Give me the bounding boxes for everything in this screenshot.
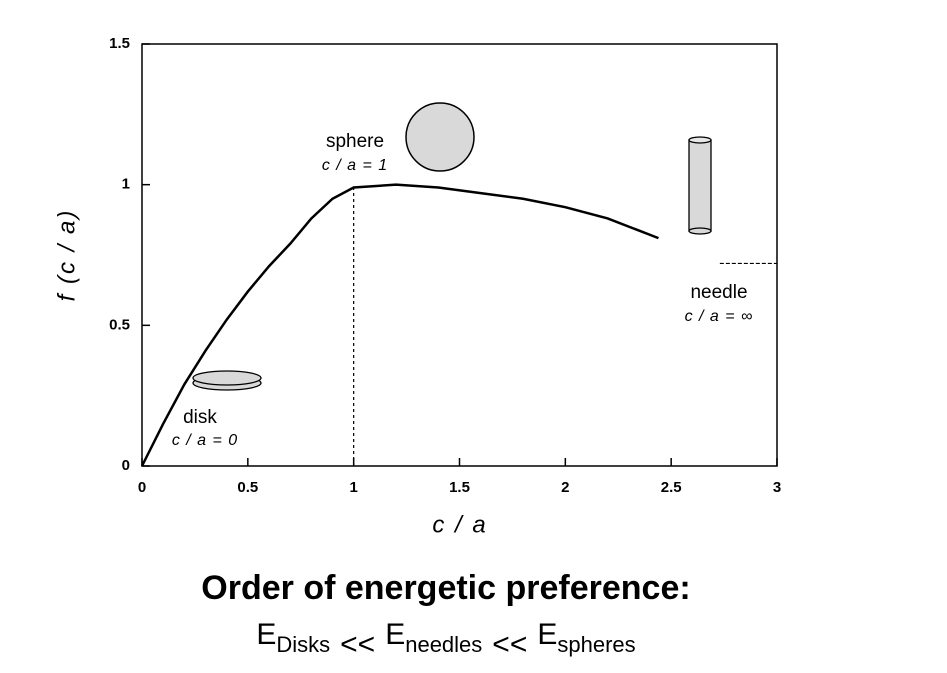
x-axis-label: c / a xyxy=(432,511,487,538)
footer-expression: EDisks << Eneedles << Espheres xyxy=(256,618,635,661)
x-tick-label: 1 xyxy=(349,479,357,496)
x-tick-label: 1.5 xyxy=(449,479,470,496)
y-tick-label: 1 xyxy=(122,176,130,193)
y-tick-label: 1.5 xyxy=(109,35,130,52)
x-tick-label: 0 xyxy=(138,479,146,496)
term-base: E xyxy=(537,618,557,651)
plot-frame xyxy=(141,43,778,467)
curve xyxy=(140,183,659,467)
x-tick-label: 2.5 xyxy=(661,479,682,496)
annotation: disk xyxy=(183,407,217,428)
annotation: c / a = 1 xyxy=(322,157,388,174)
annotation: sphere xyxy=(326,131,384,152)
annotation: c / a = 0 xyxy=(172,432,238,449)
x-tick-label: 0.5 xyxy=(237,479,258,496)
footer-title: Order of energetic preference: xyxy=(201,569,690,607)
y-axis-label: f (c / a) xyxy=(53,209,80,302)
operator: << xyxy=(492,628,527,661)
term-base: E xyxy=(256,618,276,651)
annotation: needle xyxy=(690,282,747,303)
x-tick-label: 2 xyxy=(561,479,569,496)
y-tick-label: 0.5 xyxy=(109,316,130,333)
annotation: c / a = ∞ xyxy=(685,308,754,325)
x-tick-label: 3 xyxy=(773,479,781,496)
term-sub: spheres xyxy=(557,632,635,657)
operator: << xyxy=(340,628,375,661)
disk-icon xyxy=(192,370,262,391)
needle-icon xyxy=(688,136,712,235)
term-base: E xyxy=(385,618,405,651)
y-tick-label: 0 xyxy=(122,457,130,474)
term-sub: needles xyxy=(405,632,482,657)
sphere-icon xyxy=(405,102,475,172)
term-sub: Disks xyxy=(276,632,330,657)
